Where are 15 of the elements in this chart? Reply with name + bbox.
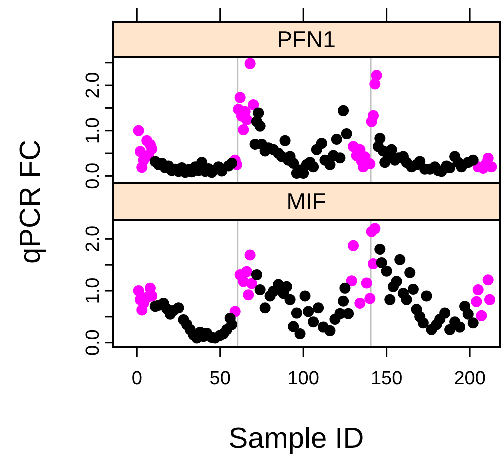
y-tick-label: 1.0 (83, 278, 104, 304)
y-tick-label: 1.0 (83, 118, 104, 144)
x-tick-label: 100 (288, 368, 320, 390)
x-tick-label: 200 (454, 368, 486, 390)
y-tick-label: 2.0 (83, 226, 104, 252)
x-tick-label: 150 (370, 368, 403, 390)
x-axis-title: Sample ID (228, 423, 364, 455)
y-tick-label: 0.0 (83, 162, 104, 190)
y-tick-label: 0.0 (83, 330, 104, 356)
x-tick-label: 50 (210, 368, 231, 390)
y-tick-label: 2.0 (83, 72, 104, 99)
x-tick-label: 0 (132, 368, 142, 390)
chart-title: MIF (286, 188, 326, 214)
y-axis-title: qPCR FC (15, 140, 47, 264)
chart-title: PFN1 (277, 26, 336, 52)
